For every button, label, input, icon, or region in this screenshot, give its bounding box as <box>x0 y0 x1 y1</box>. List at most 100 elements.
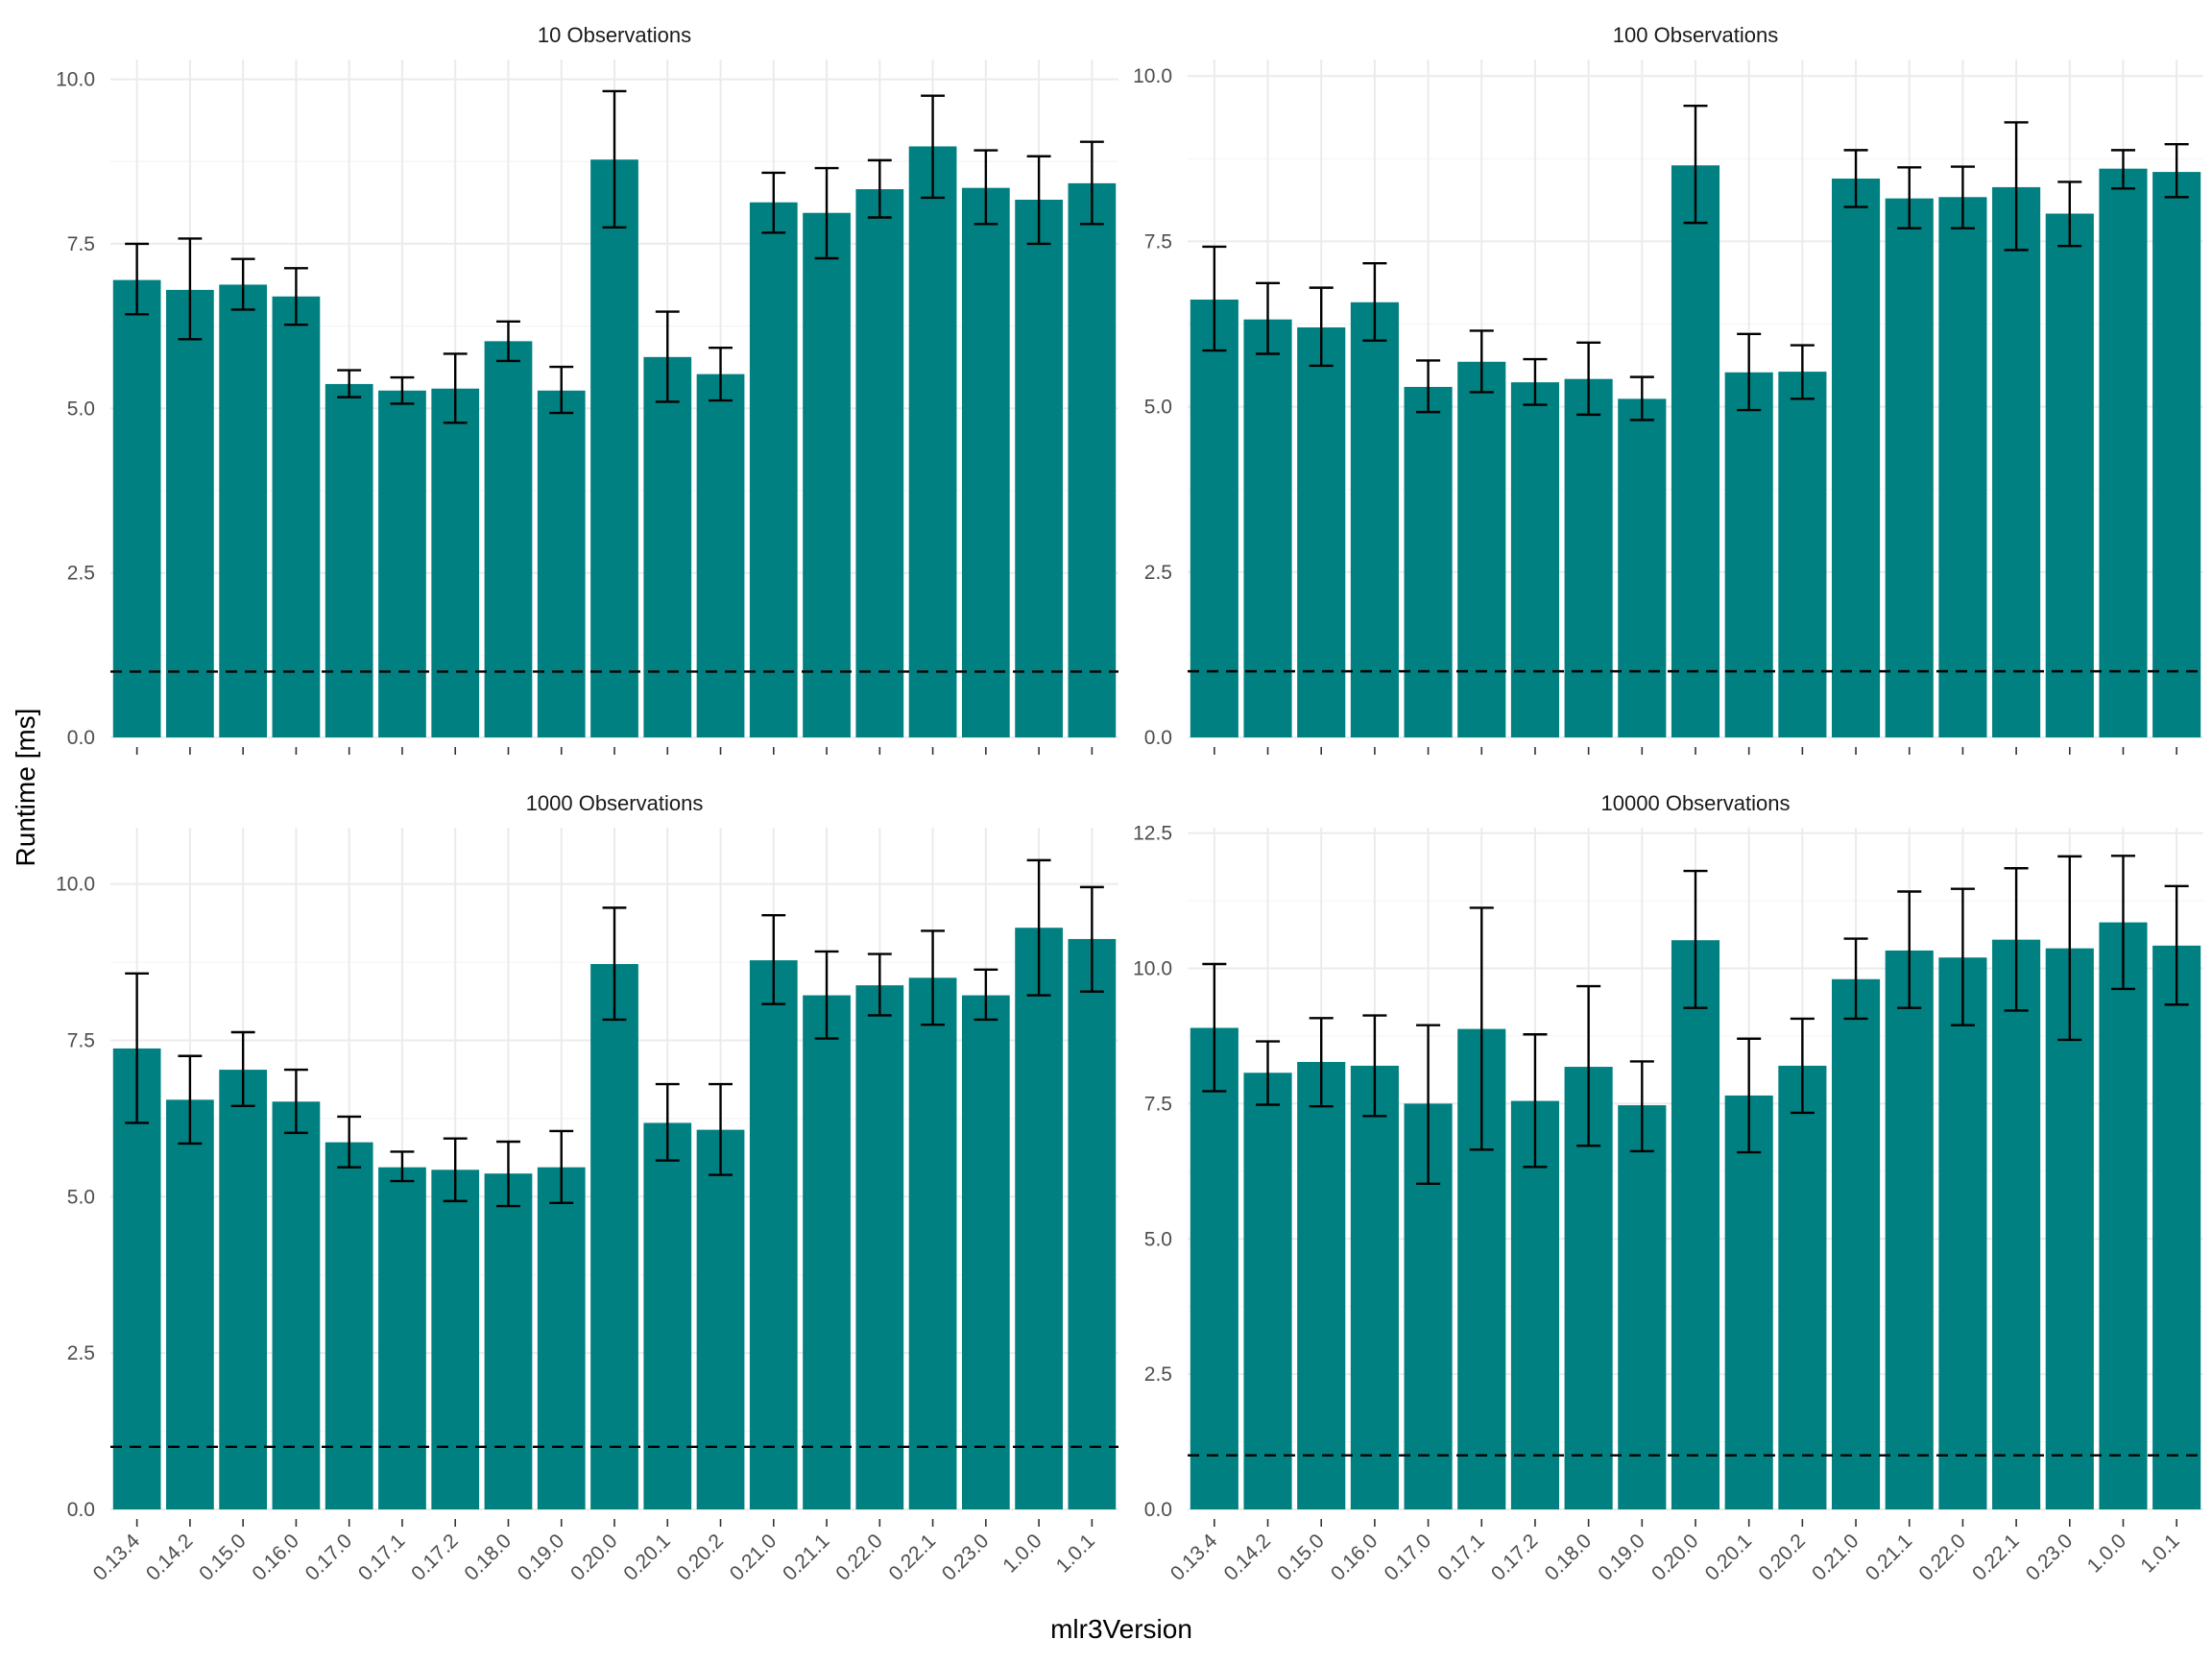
x-tick-label: 0.20.1 <box>619 1530 675 1585</box>
bar <box>219 284 268 737</box>
error-bar <box>2164 142 2189 199</box>
y-tick-label: 0.0 <box>67 1499 95 1521</box>
bar <box>1297 1061 1346 1509</box>
error-bar <box>761 171 786 234</box>
bar <box>1671 940 1720 1509</box>
bar <box>643 1122 692 1509</box>
error-bar <box>443 352 468 424</box>
bar <box>1885 198 1934 737</box>
bar <box>219 1070 268 1509</box>
y-tick-label: 2.5 <box>67 563 95 585</box>
panel-1: 0.0 2.5 5.0 7.5 10.0 10 Observations <box>56 23 1118 755</box>
error-bar <box>1362 1014 1387 1118</box>
bar <box>2045 948 2094 1509</box>
bar <box>1724 372 1773 737</box>
y-tick-label: 2.5 <box>1144 562 1172 584</box>
error-bar <box>1523 1033 1548 1169</box>
bar <box>112 279 161 737</box>
error-bar <box>1309 286 1334 368</box>
error-bar <box>1469 906 1494 1151</box>
error-bar <box>867 158 892 219</box>
error-bar <box>443 1137 468 1203</box>
bar <box>2152 945 2201 1509</box>
x-tick-label: 0.22.0 <box>831 1530 887 1585</box>
x-tick-label: 0.20.2 <box>1754 1530 1810 1585</box>
y-tick-label: 5.0 <box>67 1186 95 1208</box>
error-bar <box>2164 884 2189 1006</box>
error-bar <box>1843 937 1868 1021</box>
bar <box>1724 1095 1773 1509</box>
bar <box>1510 1100 1560 1509</box>
bar <box>696 374 745 737</box>
bar <box>1068 938 1117 1509</box>
x-tick-label: 0.18.0 <box>460 1530 516 1585</box>
error-bar <box>230 257 255 311</box>
bar <box>2099 922 2148 1509</box>
y-tick-label: 2.5 <box>67 1342 95 1364</box>
error-bar <box>1629 1060 1654 1153</box>
error-bar <box>283 267 308 326</box>
error-bar <box>337 1115 362 1169</box>
x-tick-label: 1.0.0 <box>998 1530 1046 1577</box>
error-bar <box>1255 281 1281 355</box>
x-tick-label: 0.20.1 <box>1701 1530 1757 1585</box>
y-tick-label: 0.0 <box>67 727 95 749</box>
error-bar <box>125 972 150 1124</box>
panel-2: 0.0 2.5 5.0 7.5 10.0 100 Observations <box>1133 23 2203 755</box>
y-tick-label: 5.0 <box>1144 397 1172 419</box>
y-tick-label: 10.0 <box>56 69 95 91</box>
error-bar <box>709 1082 733 1176</box>
y-tick-label: 10.0 <box>1133 958 1172 980</box>
error-bar <box>496 320 520 363</box>
x-axis-title: mlr3Version <box>1050 1614 1192 1644</box>
error-bar <box>178 237 203 341</box>
error-bar <box>2110 855 2136 991</box>
x-tick-label: 0.21.0 <box>726 1530 781 1585</box>
x-tick-label: 0.17.2 <box>1487 1530 1543 1585</box>
error-bar <box>709 347 733 402</box>
y-tick-label: 5.0 <box>67 398 95 420</box>
x-tick-label: 0.15.0 <box>1273 1530 1329 1585</box>
bar <box>1992 186 2041 737</box>
error-bar <box>814 166 839 260</box>
error-bar <box>761 913 786 1005</box>
error-bar <box>1523 357 1548 406</box>
bar <box>590 964 638 1509</box>
bar <box>1015 928 1063 1509</box>
bar <box>1243 319 1292 737</box>
bar <box>272 1101 321 1509</box>
bar <box>803 212 851 738</box>
bar <box>2045 213 2094 738</box>
error-bar <box>1950 887 1975 1026</box>
bar <box>1831 178 1881 738</box>
error-bar <box>1737 332 1762 412</box>
error-bar <box>1202 962 1227 1093</box>
x-tick-label: 0.17.1 <box>1433 1530 1489 1585</box>
error-bar <box>337 369 362 398</box>
panel-title: 1000 Observations <box>526 791 704 815</box>
error-bar <box>1897 166 1922 229</box>
y-tick-label: 0.0 <box>1144 1499 1172 1521</box>
error-bar <box>1362 261 1387 342</box>
error-bar <box>230 1030 255 1108</box>
error-bar <box>2110 149 2136 190</box>
error-bar <box>549 1129 574 1205</box>
x-tick-label: 0.16.0 <box>248 1530 303 1585</box>
bar <box>1992 939 2041 1509</box>
bar <box>537 1167 586 1509</box>
x-tick-label: 0.17.2 <box>407 1530 463 1585</box>
x-tick-label: 0.17.0 <box>301 1530 357 1585</box>
x-tick-label: 0.20.0 <box>1647 1530 1703 1585</box>
error-bar <box>1683 869 1708 1009</box>
bar <box>1243 1073 1292 1509</box>
bar <box>1778 1065 1827 1509</box>
bar <box>1457 361 1506 737</box>
x-tick-label: 0.17.1 <box>354 1530 410 1585</box>
x-tick-label: 0.20.2 <box>673 1530 729 1585</box>
error-bar <box>390 375 415 405</box>
bar <box>1831 978 1881 1509</box>
bar <box>1404 386 1453 737</box>
x-tick-label: 0.21.1 <box>779 1530 834 1585</box>
